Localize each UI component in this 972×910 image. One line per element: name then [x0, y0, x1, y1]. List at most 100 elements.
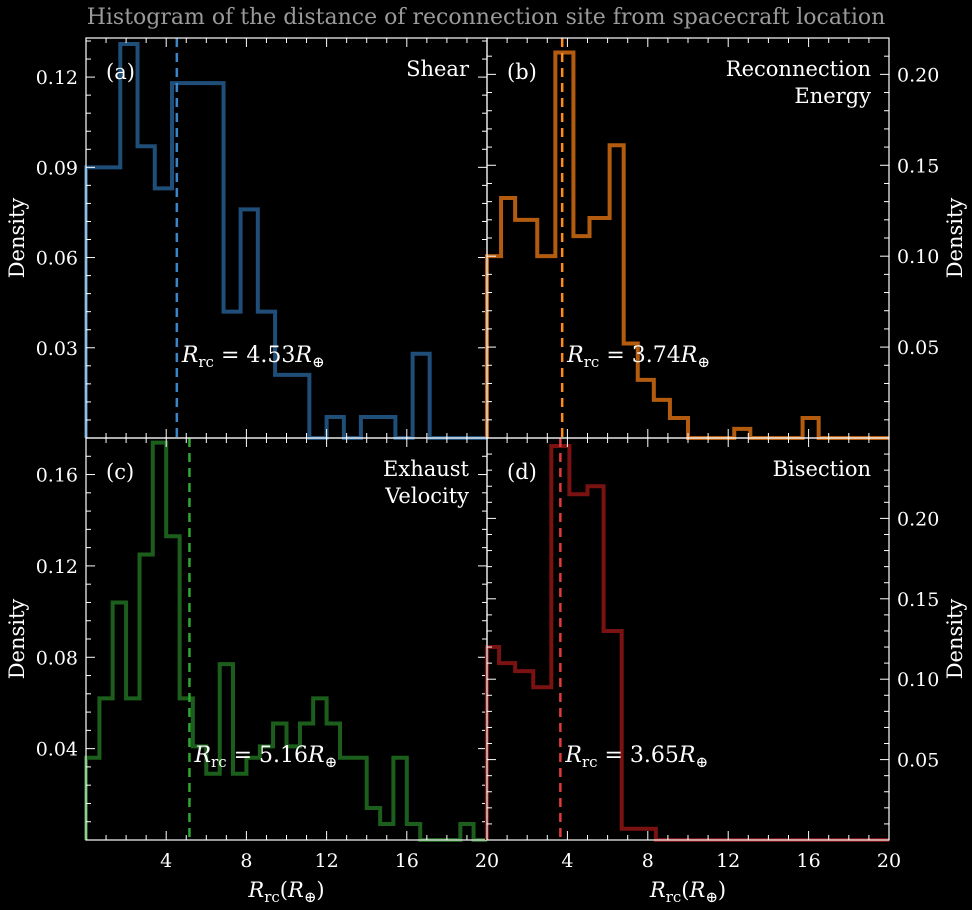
y-tick-label: 0.06: [36, 248, 78, 270]
histogram-bin: [275, 375, 292, 438]
histogram-bin: [126, 698, 139, 840]
x-tick-label: 20: [475, 850, 499, 872]
histogram-outline: [84, 440, 487, 842]
histogram-bin: [604, 631, 622, 840]
panel-c: 0.04 0.08 0.12 0.16 4 8 12 16 20 Rrc(R⊕) Density (c…: [5, 437, 499, 906]
x-tick-label: 16: [797, 850, 821, 872]
histogram-bin: [569, 494, 587, 840]
histogram-bin: [590, 218, 610, 438]
x-tick-label: 4: [160, 850, 172, 872]
histogram-bin: [515, 671, 533, 840]
histogram-bin: [300, 724, 313, 840]
histogram-bin: [273, 724, 286, 840]
panel-a: 0.03 0.06 0.09 0.12 Density (a) Shear Rrc = 4.5…: [5, 37, 488, 440]
y-axis-label: Density: [5, 599, 29, 680]
histogram-bin: [103, 167, 120, 438]
y-tick-label: 0.20: [897, 64, 939, 86]
histogram-bin: [327, 417, 344, 438]
x-tick-label: 20: [877, 850, 901, 872]
y-tick-label: 0.20: [897, 508, 939, 530]
histogram-bin: [140, 554, 153, 840]
method-label: Velocity: [384, 484, 469, 508]
y-tick-label: 0.12: [36, 67, 78, 89]
y-tick-label: 0.08: [36, 647, 78, 669]
y-tick-label: 0.16: [36, 465, 78, 487]
histogram-bin: [180, 698, 193, 840]
x-axis-label: Rrc(R⊕): [247, 878, 324, 906]
histogram-bin: [533, 687, 551, 840]
histogram-bin: [803, 418, 819, 438]
y-tick-label: 0.04: [36, 739, 78, 761]
histogram-bin: [241, 209, 258, 438]
histogram-bin: [86, 167, 103, 438]
histogram-bin: [340, 758, 353, 840]
histogram-bin: [573, 236, 589, 438]
y-tick-label: 0.09: [36, 157, 78, 179]
histogram-bin: [537, 256, 555, 438]
mean-annotation: Rrc = 5.16R⊕: [193, 743, 337, 771]
histogram-bin: [172, 83, 189, 438]
histogram-bin: [258, 312, 275, 438]
histogram-bin: [499, 663, 515, 840]
y-tick-label: 0.10: [897, 669, 939, 691]
histogram-bin: [99, 698, 112, 840]
method-label: Reconnection: [726, 57, 871, 81]
histogram-bin: [233, 774, 246, 840]
y-axis-label: Density: [5, 198, 29, 279]
panels-container: 0.03 0.06 0.09 0.12 Density (a) Shear Rrc = 4.5…: [5, 37, 967, 906]
x-tick-label: 8: [240, 850, 252, 872]
histogram-bin: [292, 375, 309, 438]
histogram-bin: [86, 758, 99, 840]
histogram-bin: [138, 146, 155, 438]
y-tick-label: 0.10: [897, 246, 939, 268]
histogram-bin: [120, 44, 137, 438]
y-axis-label: Density: [943, 599, 967, 680]
y-tick-label: 0.15: [897, 589, 939, 611]
histogram-bin: [206, 774, 219, 840]
histogram-bin: [189, 83, 206, 438]
histogram-bin: [393, 758, 406, 840]
mean-annotation: Rrc = 3.65R⊕: [564, 743, 708, 771]
x-axis-label: Rrc(R⊕): [649, 878, 726, 906]
histogram-bin: [638, 380, 654, 438]
panel-d: 0.05 0.10 0.15 0.20 4 8 12 16 20 Rrc(R⊕) Density (d…: [485, 437, 967, 906]
histogram-outline: [84, 42, 487, 440]
method-label: Shear: [406, 57, 470, 81]
histogram-bin: [206, 83, 223, 438]
histogram-bin: [367, 808, 380, 840]
histogram-bin: [153, 443, 166, 840]
histogram-bin: [588, 486, 604, 840]
y-axis-label: Density: [943, 198, 967, 279]
histogram-bin: [407, 824, 420, 840]
histogram-bin: [413, 354, 430, 438]
histogram-bin: [155, 188, 172, 438]
histogram-bin: [166, 536, 179, 840]
y-tick-label: 0.12: [36, 556, 78, 578]
histogram-bin: [610, 145, 624, 438]
x-tick-label: 16: [395, 850, 419, 872]
method-label: Energy: [794, 84, 871, 108]
panel-label: (c): [106, 460, 134, 484]
y-tick-label: 0.05: [897, 750, 939, 772]
histogram-bin: [327, 724, 340, 840]
y-tick-label: 0.05: [897, 337, 939, 359]
histogram-bin: [515, 220, 537, 438]
y-tick-label: 0.15: [897, 155, 939, 177]
x-tick-label: 4: [561, 850, 573, 872]
histogram-bin: [353, 758, 366, 840]
y-tick-label: 0.03: [36, 338, 78, 360]
histogram-bin: [113, 602, 126, 840]
figure-title: Histogram of the distance of reconnectio…: [87, 5, 886, 30]
panel-label: (b): [507, 60, 537, 84]
histogram-bin: [361, 417, 378, 438]
histogram-outline: [485, 444, 889, 842]
mean-annotation: Rrc = 3.74R⊕: [566, 343, 710, 371]
histogram-bin: [501, 198, 515, 438]
histogram-bin: [654, 400, 670, 438]
panel-label: (a): [106, 60, 135, 84]
panel-b: 0.05 0.10 0.15 0.20 Density (b) Reconnection En…: [485, 37, 967, 440]
histogram-bin: [555, 53, 573, 438]
histogram-bin: [622, 829, 656, 840]
histogram-bin: [224, 312, 241, 438]
